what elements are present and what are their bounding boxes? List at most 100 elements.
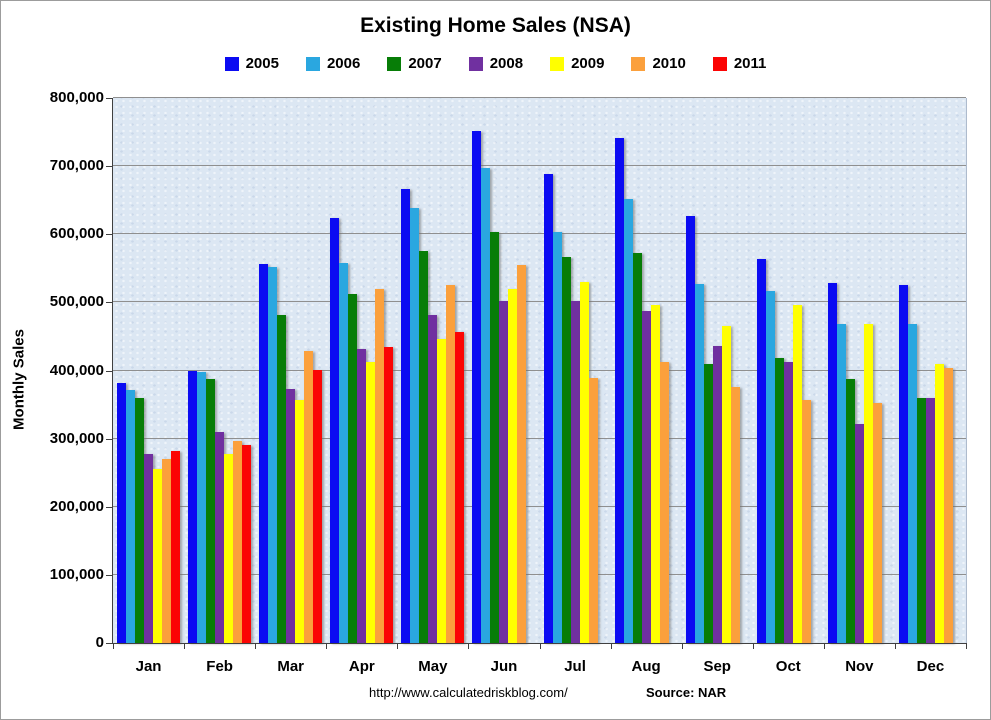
chart-title: Existing Home Sales (NSA) (360, 14, 631, 37)
gridline-600000 (113, 233, 966, 235)
bar-2011-jan (171, 450, 180, 643)
x-axis-tick (966, 644, 967, 649)
x-axis-tick (824, 644, 825, 649)
bar-2009-jan (153, 469, 162, 643)
bar-2008-sep (712, 345, 722, 643)
bar-2010-feb (233, 441, 243, 643)
bar-2009-apr (366, 361, 376, 643)
bar-2007-feb (206, 379, 216, 643)
legend-label-2009: 2009 (571, 55, 605, 72)
legend-item-2006: 2006 (305, 55, 361, 72)
legend-swatch-2009 (550, 56, 565, 71)
legend-label-2011: 2011 (733, 55, 767, 72)
bar-2006-jan (126, 390, 135, 643)
gridline-800000 (113, 97, 966, 98)
y-axis-tick (106, 575, 112, 576)
bar-2008-jun (499, 301, 509, 643)
bar-2009-nov (863, 324, 873, 643)
bar-2010-nov (872, 402, 882, 643)
bar-group-mar (259, 264, 323, 643)
bar-2006-jun (481, 168, 491, 643)
bar-2008-aug (641, 310, 651, 643)
legend-label-2010: 2010 (652, 55, 686, 72)
x-tick-label-feb: Feb (206, 658, 233, 675)
bar-2007-apr (348, 293, 358, 643)
x-tick-label-jul: Jul (564, 658, 586, 675)
bar-2006-may (410, 207, 420, 643)
bar-2008-apr (357, 348, 367, 643)
x-tick-label-aug: Aug (631, 658, 661, 675)
legend-item-2011: 2011 (712, 55, 767, 72)
bar-2010-oct (801, 399, 811, 643)
gridline-500000 (113, 301, 966, 303)
bar-2005-apr (330, 217, 340, 643)
bar-group-feb (188, 370, 252, 643)
bar-2007-may (419, 250, 429, 643)
bar-2007-jul (561, 256, 571, 643)
bar-2011-may (455, 331, 465, 643)
bar-2009-feb (224, 453, 234, 643)
x-tick-label-dec: Dec (916, 658, 945, 675)
bar-2008-may (428, 314, 438, 643)
gridline-400000 (113, 369, 966, 371)
bar-group-may (401, 188, 465, 643)
legend-label-2008: 2008 (489, 55, 524, 72)
y-tick-label-300000: 300,000 (49, 429, 104, 447)
bar-2005-nov (827, 283, 837, 643)
bar-2006-apr (339, 262, 349, 643)
bar-group-jul (543, 173, 598, 643)
y-axis-title: Monthly Sales (10, 329, 28, 430)
x-axis-tick (540, 644, 541, 649)
bar-group-nov (827, 283, 882, 643)
x-axis-tick (397, 644, 398, 649)
legend-label-2006: 2006 (326, 55, 361, 72)
legend-swatch-2006 (305, 56, 320, 71)
gridline-300000 (113, 437, 966, 439)
bar-2006-oct (765, 291, 775, 643)
bar-2005-jan (117, 383, 126, 643)
footer-source: Source: NAR (646, 685, 727, 700)
plot-area (113, 97, 967, 643)
x-tick-label-sep: Sep (703, 658, 731, 675)
x-tick-label-jun: Jun (490, 658, 518, 675)
bar-2008-jan (144, 454, 153, 643)
x-axis-tick (682, 644, 683, 649)
legend-item-2007: 2007 (387, 55, 442, 72)
bar-2005-dec (898, 284, 908, 643)
y-axis-tick (106, 166, 112, 167)
y-axis-tick (106, 371, 112, 372)
y-axis-tick (106, 234, 112, 235)
legend-swatch-2008 (468, 56, 483, 71)
bar-2005-feb (188, 370, 198, 643)
y-tick-label-0: 0 (95, 634, 104, 651)
legend-swatch-2010 (631, 56, 646, 71)
bar-2005-sep (685, 215, 695, 643)
x-axis-tick (255, 644, 256, 649)
bar-group-sep (685, 215, 740, 643)
bar-2009-aug (650, 305, 660, 643)
legend-item-2005: 2005 (224, 55, 279, 72)
legend: 2005 2006 2007 2008 2009 2010 2011 (1, 55, 990, 72)
legend-item-2010: 2010 (631, 55, 686, 72)
x-axis-line (112, 643, 967, 644)
bar-2007-sep (703, 364, 713, 643)
bar-2006-mar (268, 266, 278, 643)
bar-2011-feb (242, 445, 252, 643)
x-axis-tick (895, 644, 896, 649)
bar-2011-mar (313, 369, 323, 643)
x-tick-label-oct: Oct (775, 658, 801, 675)
y-tick-label-100000: 100,000 (49, 565, 104, 583)
x-tick-label-nov: Nov (845, 658, 874, 675)
bar-2005-oct (756, 258, 766, 643)
bar-2009-sep (721, 326, 731, 643)
bar-group-aug (614, 138, 669, 643)
bar-2011-apr (384, 346, 394, 643)
bar-2005-may (401, 188, 411, 643)
y-tick-label-800000: 800,000 (49, 89, 104, 106)
bar-2006-aug (623, 198, 633, 643)
bar-2010-dec (943, 368, 953, 643)
legend-item-2009: 2009 (550, 55, 604, 72)
bar-2005-mar (259, 264, 269, 643)
legend-swatch-2005 (224, 56, 239, 71)
